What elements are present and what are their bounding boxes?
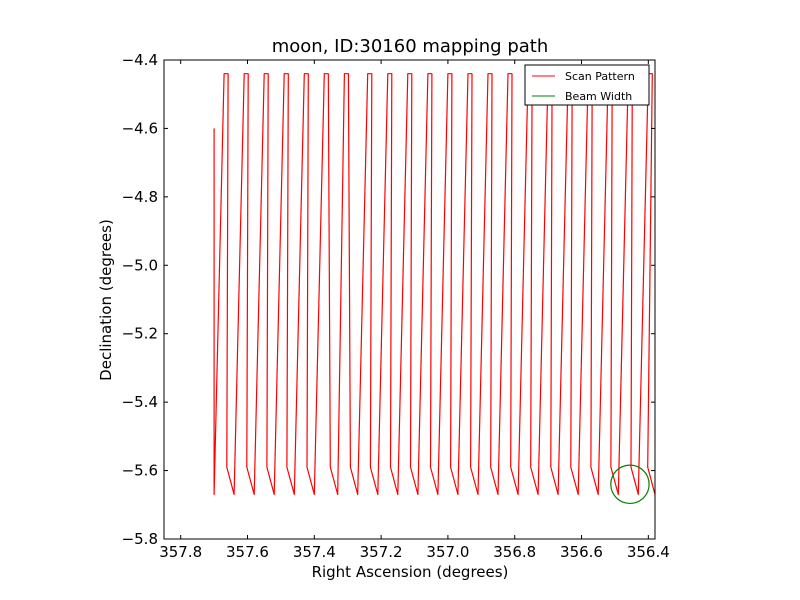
x-tick-label: 357.0 — [426, 543, 469, 561]
chart-title: moon, ID:30160 mapping path — [272, 36, 549, 57]
legend-label-beam-width: Beam Width — [565, 90, 632, 103]
plot-frame — [163, 59, 656, 540]
x-tick-label: 357.4 — [293, 543, 336, 561]
y-tick-label: −5.8 — [122, 530, 158, 548]
y-tick-label: −4.8 — [122, 188, 158, 206]
y-tick-label: −4.6 — [122, 119, 158, 137]
x-tick-label: 357.2 — [360, 543, 403, 561]
x-tick-label: 356.8 — [493, 543, 536, 561]
legend-label-scan-pattern: Scan Pattern — [565, 70, 635, 83]
y-tick-label: −5.0 — [122, 256, 158, 274]
y-tick-label: −5.4 — [122, 393, 158, 411]
legend: Scan Pattern Beam Width — [524, 64, 650, 106]
x-tick-label: 357.8 — [159, 543, 202, 561]
y-tick-label: −4.4 — [122, 51, 158, 69]
x-tick-label: 356.4 — [627, 543, 670, 561]
x-tick-label: 356.6 — [560, 543, 603, 561]
beam-width-circle — [610, 464, 650, 505]
y-axis-title: Declination (degrees) — [97, 219, 115, 381]
x-tick-label: 357.6 — [226, 543, 269, 561]
y-tick-label: −5.2 — [122, 325, 158, 343]
legend-box — [524, 64, 650, 106]
y-tick-label: −5.6 — [122, 462, 158, 480]
x-axis-title: Right Ascension (degrees) — [312, 563, 509, 581]
